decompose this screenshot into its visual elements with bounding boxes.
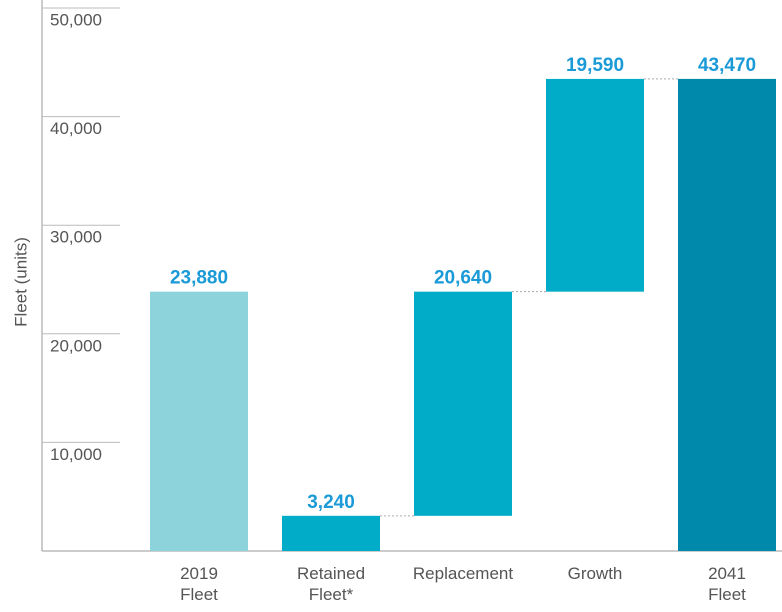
x-tick-label: 2041 Fleet [708, 564, 746, 604]
y-tick-label: 30,000 [50, 228, 102, 247]
y-tick-label: 10,000 [50, 445, 102, 464]
value-label: 20,640 [434, 268, 492, 289]
value-label: 19,590 [566, 55, 624, 76]
x-tick-label: Replacement [412, 564, 514, 583]
y-tick-label: 50,000 [50, 10, 102, 29]
bar [546, 78, 644, 292]
y-tick-label: 20,000 [50, 336, 102, 355]
bar [414, 291, 512, 516]
x-tick-label: Growth [567, 564, 623, 583]
value-label: 43,470 [698, 55, 756, 76]
x-tick-label: Retained Fleet* [296, 564, 366, 604]
value-label: 3,240 [307, 492, 355, 513]
bar [678, 78, 776, 551]
bar [282, 515, 380, 551]
y-axis-label: Fleet (units) [11, 237, 30, 327]
x-tick-label: 2019 Fleet [180, 564, 218, 604]
bar [150, 291, 248, 551]
value-label: 23,880 [170, 268, 228, 289]
y-tick-label: 40,000 [50, 119, 102, 138]
